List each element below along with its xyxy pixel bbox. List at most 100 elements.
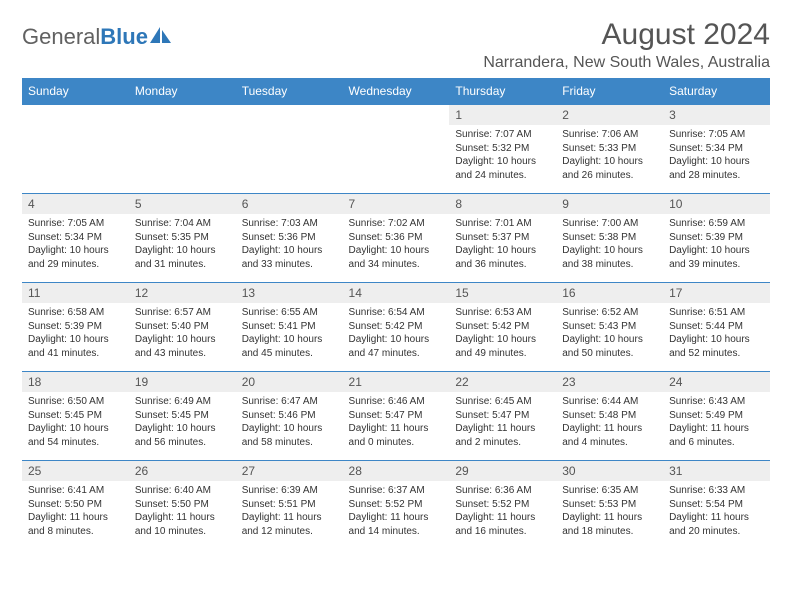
daylight-text: Daylight: 10 hours and 56 minutes.: [135, 422, 230, 449]
sunrise-text: Sunrise: 7:07 AM: [455, 128, 550, 142]
daylight-text: Daylight: 11 hours and 2 minutes.: [455, 422, 550, 449]
sunrise-text: Sunrise: 7:03 AM: [242, 217, 337, 231]
daylight-text: Daylight: 10 hours and 39 minutes.: [669, 244, 764, 271]
day-cell: 24Sunrise: 6:43 AMSunset: 5:49 PMDayligh…: [663, 372, 770, 461]
week-row: 4Sunrise: 7:05 AMSunset: 5:34 PMDaylight…: [22, 194, 770, 283]
day-cell: 17Sunrise: 6:51 AMSunset: 5:44 PMDayligh…: [663, 283, 770, 372]
day-cell: 23Sunrise: 6:44 AMSunset: 5:48 PMDayligh…: [556, 372, 663, 461]
day-number: 20: [236, 372, 343, 392]
week-row: 25Sunrise: 6:41 AMSunset: 5:50 PMDayligh…: [22, 461, 770, 550]
daylight-text: Daylight: 10 hours and 36 minutes.: [455, 244, 550, 271]
day-details: Sunrise: 6:39 AMSunset: 5:51 PMDaylight:…: [236, 481, 343, 544]
day-number: 31: [663, 461, 770, 481]
day-number: 11: [22, 283, 129, 303]
daylight-text: Daylight: 10 hours and 33 minutes.: [242, 244, 337, 271]
day-details: Sunrise: 6:57 AMSunset: 5:40 PMDaylight:…: [129, 303, 236, 366]
daylight-text: Daylight: 10 hours and 58 minutes.: [242, 422, 337, 449]
page-header: GeneralBlue August 2024 Narrandera, New …: [22, 18, 770, 72]
sunset-text: Sunset: 5:46 PM: [242, 409, 337, 423]
day-header: Saturday: [663, 78, 770, 105]
sunset-text: Sunset: 5:41 PM: [242, 320, 337, 334]
daylight-text: Daylight: 11 hours and 0 minutes.: [349, 422, 444, 449]
day-cell: 15Sunrise: 6:53 AMSunset: 5:42 PMDayligh…: [449, 283, 556, 372]
calendar-table: SundayMondayTuesdayWednesdayThursdayFrid…: [22, 78, 770, 549]
day-number: 14: [343, 283, 450, 303]
day-number: 4: [22, 194, 129, 214]
brand-text-general: General: [22, 24, 100, 49]
sunrise-text: Sunrise: 6:52 AM: [562, 306, 657, 320]
daylight-text: Daylight: 10 hours and 34 minutes.: [349, 244, 444, 271]
sunrise-text: Sunrise: 6:43 AM: [669, 395, 764, 409]
day-number: 19: [129, 372, 236, 392]
day-details: Sunrise: 6:52 AMSunset: 5:43 PMDaylight:…: [556, 303, 663, 366]
day-details: Sunrise: 7:00 AMSunset: 5:38 PMDaylight:…: [556, 214, 663, 277]
day-cell: 14Sunrise: 6:54 AMSunset: 5:42 PMDayligh…: [343, 283, 450, 372]
day-cell: 21Sunrise: 6:46 AMSunset: 5:47 PMDayligh…: [343, 372, 450, 461]
sunset-text: Sunset: 5:48 PM: [562, 409, 657, 423]
day-number: 18: [22, 372, 129, 392]
day-details: Sunrise: 6:40 AMSunset: 5:50 PMDaylight:…: [129, 481, 236, 544]
day-details: Sunrise: 7:04 AMSunset: 5:35 PMDaylight:…: [129, 214, 236, 277]
sunrise-text: Sunrise: 6:37 AM: [349, 484, 444, 498]
location-subtitle: Narrandera, New South Wales, Australia: [483, 54, 770, 72]
day-number: 8: [449, 194, 556, 214]
sunset-text: Sunset: 5:42 PM: [349, 320, 444, 334]
week-row: 1Sunrise: 7:07 AMSunset: 5:32 PMDaylight…: [22, 105, 770, 194]
day-number: 30: [556, 461, 663, 481]
day-number: 29: [449, 461, 556, 481]
daylight-text: Daylight: 10 hours and 26 minutes.: [562, 155, 657, 182]
day-header: Tuesday: [236, 78, 343, 105]
day-number: 16: [556, 283, 663, 303]
sunset-text: Sunset: 5:32 PM: [455, 142, 550, 156]
daylight-text: Daylight: 10 hours and 24 minutes.: [455, 155, 550, 182]
day-cell: 4Sunrise: 7:05 AMSunset: 5:34 PMDaylight…: [22, 194, 129, 283]
sunrise-text: Sunrise: 6:35 AM: [562, 484, 657, 498]
sunrise-text: Sunrise: 6:50 AM: [28, 395, 123, 409]
sunset-text: Sunset: 5:35 PM: [135, 231, 230, 245]
day-number: 15: [449, 283, 556, 303]
sunrise-text: Sunrise: 7:01 AM: [455, 217, 550, 231]
day-header: Sunday: [22, 78, 129, 105]
day-cell: 9Sunrise: 7:00 AMSunset: 5:38 PMDaylight…: [556, 194, 663, 283]
day-details: Sunrise: 7:02 AMSunset: 5:36 PMDaylight:…: [343, 214, 450, 277]
sunrise-text: Sunrise: 6:46 AM: [349, 395, 444, 409]
sunset-text: Sunset: 5:47 PM: [455, 409, 550, 423]
day-number: 10: [663, 194, 770, 214]
day-header-row: SundayMondayTuesdayWednesdayThursdayFrid…: [22, 78, 770, 105]
daylight-text: Daylight: 10 hours and 54 minutes.: [28, 422, 123, 449]
sunset-text: Sunset: 5:43 PM: [562, 320, 657, 334]
day-details: Sunrise: 6:41 AMSunset: 5:50 PMDaylight:…: [22, 481, 129, 544]
daylight-text: Daylight: 11 hours and 16 minutes.: [455, 511, 550, 538]
day-number: 21: [343, 372, 450, 392]
day-cell: [343, 105, 450, 194]
day-cell: 19Sunrise: 6:49 AMSunset: 5:45 PMDayligh…: [129, 372, 236, 461]
day-number: 6: [236, 194, 343, 214]
sunset-text: Sunset: 5:40 PM: [135, 320, 230, 334]
daylight-text: Daylight: 10 hours and 29 minutes.: [28, 244, 123, 271]
day-header: Wednesday: [343, 78, 450, 105]
day-details: Sunrise: 7:01 AMSunset: 5:37 PMDaylight:…: [449, 214, 556, 277]
daylight-text: Daylight: 10 hours and 45 minutes.: [242, 333, 337, 360]
day-cell: 26Sunrise: 6:40 AMSunset: 5:50 PMDayligh…: [129, 461, 236, 550]
day-number: 25: [22, 461, 129, 481]
day-number: 23: [556, 372, 663, 392]
daylight-text: Daylight: 11 hours and 12 minutes.: [242, 511, 337, 538]
day-cell: 12Sunrise: 6:57 AMSunset: 5:40 PMDayligh…: [129, 283, 236, 372]
daylight-text: Daylight: 11 hours and 14 minutes.: [349, 511, 444, 538]
day-cell: 16Sunrise: 6:52 AMSunset: 5:43 PMDayligh…: [556, 283, 663, 372]
sunrise-text: Sunrise: 7:00 AM: [562, 217, 657, 231]
sunset-text: Sunset: 5:38 PM: [562, 231, 657, 245]
day-details: Sunrise: 6:43 AMSunset: 5:49 PMDaylight:…: [663, 392, 770, 455]
daylight-text: Daylight: 10 hours and 49 minutes.: [455, 333, 550, 360]
sunrise-text: Sunrise: 7:05 AM: [28, 217, 123, 231]
sunrise-text: Sunrise: 7:02 AM: [349, 217, 444, 231]
brand-logo: GeneralBlue: [22, 24, 172, 50]
sunset-text: Sunset: 5:42 PM: [455, 320, 550, 334]
sunrise-text: Sunrise: 6:45 AM: [455, 395, 550, 409]
sunrise-text: Sunrise: 7:05 AM: [669, 128, 764, 142]
day-number: 7: [343, 194, 450, 214]
sunset-text: Sunset: 5:50 PM: [28, 498, 123, 512]
sunset-text: Sunset: 5:36 PM: [242, 231, 337, 245]
daylight-text: Daylight: 10 hours and 38 minutes.: [562, 244, 657, 271]
daylight-text: Daylight: 11 hours and 4 minutes.: [562, 422, 657, 449]
